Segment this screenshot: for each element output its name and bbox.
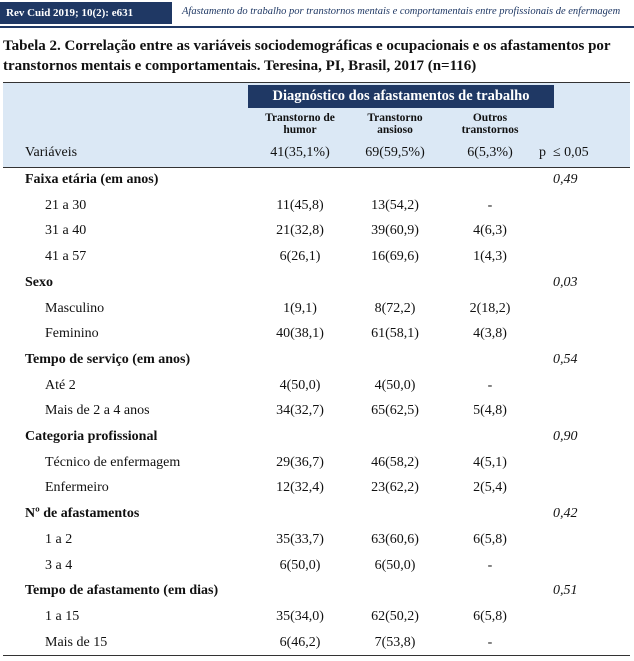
cell: 7(53,8) xyxy=(374,634,416,650)
cell: - xyxy=(487,557,493,573)
cell: - xyxy=(487,377,493,393)
row-label: Mais de 15 xyxy=(45,634,108,650)
cell: 8(72,2) xyxy=(374,300,416,316)
row-label: 31 a 40 xyxy=(45,223,87,239)
cell: 23(62,2) xyxy=(371,480,419,496)
cell: 29(36,7) xyxy=(276,454,324,470)
table-caption: Tabela 2. Correlação entre as variáveis … xyxy=(3,38,611,74)
data-row: 41 a 57 6(26,1) 16(69,6) 1(4,3) xyxy=(3,244,630,270)
data-row: 21 a 30 11(45,8) 13(54,2) - xyxy=(3,193,630,219)
cell: 13(54,2) xyxy=(371,197,419,213)
p-label: p ≤ 0,05 xyxy=(539,145,589,160)
total: 69(59,5%) xyxy=(365,145,425,160)
cell: 6(46,2) xyxy=(279,634,321,650)
cell: 34(32,7) xyxy=(276,403,324,419)
cell: 4(3,8) xyxy=(473,326,507,342)
cell: 6(5,8) xyxy=(473,608,507,624)
cell: 46(58,2) xyxy=(371,454,419,470)
row-label: Até 2 xyxy=(45,377,76,393)
cell: 16(69,6) xyxy=(371,249,419,265)
row-label: 1 a 15 xyxy=(45,608,80,624)
cell: - xyxy=(487,197,493,213)
cell: 62(50,2) xyxy=(371,608,419,624)
cell: 6(26,1) xyxy=(279,249,321,265)
cell: 4(6,3) xyxy=(473,223,507,239)
data-row: Masculino 1(9,1) 8(72,2) 2(18,2) xyxy=(3,296,630,322)
group-label: Tempo de afastamento (em dias) xyxy=(25,583,219,599)
cell: 6(5,8) xyxy=(473,531,507,547)
data-row: Mais de 2 a 4 anos 34(32,7) 65(62,5) 5(4,8) xyxy=(3,398,630,424)
cell: 2(5,4) xyxy=(473,480,507,496)
cell: 21(32,8) xyxy=(276,223,324,239)
group-label: Tempo de serviço (em anos) xyxy=(25,351,191,367)
data-row: Feminino 40(38,1) 61(58,1) 4(3,8) xyxy=(3,321,630,347)
variables-label: Variáveis xyxy=(25,145,78,160)
table-header: Diagnóstico dos afastamentos de trabalho… xyxy=(3,82,630,168)
row-label: 41 a 57 xyxy=(45,249,87,265)
data-row: Mais de 15 6(46,2) 7(53,8) - xyxy=(3,630,630,656)
row-label: Masculino xyxy=(45,300,105,316)
column-header: Outros transtornos xyxy=(461,112,519,136)
running-title: Afastamento do trabalho por transtornos … xyxy=(182,6,621,17)
cell: 61(58,1) xyxy=(371,326,419,342)
row-label: Feminino xyxy=(45,326,99,342)
cell: 6(50,0) xyxy=(374,557,416,573)
cell: 39(60,9) xyxy=(371,223,419,239)
total: 6(5,3%) xyxy=(467,145,513,160)
group-row: Faixa etária (em anos) 0,49 xyxy=(3,167,630,193)
cell: 11(45,8) xyxy=(276,197,324,213)
data-row: 1 a 15 35(34,0) 62(50,2) 6(5,8) xyxy=(3,604,630,630)
cell: 6(50,0) xyxy=(279,557,321,573)
p-value: 0,49 xyxy=(553,172,578,187)
p-value: 0,03 xyxy=(553,274,578,290)
data-row: 1 a 2 35(33,7) 63(60,6) 6(5,8) xyxy=(3,527,630,553)
p-value: 0,90 xyxy=(553,429,578,444)
journal-badge: Rev Cuid 2019; 10(2): e631 xyxy=(0,2,172,24)
row-label: Enfermeiro xyxy=(45,480,109,496)
cell: 2(18,2) xyxy=(469,300,511,316)
group-header: Diagnóstico dos afastamentos de trabalho xyxy=(248,85,554,108)
cell: 1(4,3) xyxy=(473,249,507,265)
data-row: 31 a 40 21(32,8) 39(60,9) 4(6,3) xyxy=(3,218,630,244)
cell: - xyxy=(487,634,493,650)
total: 41(35,1%) xyxy=(270,145,330,160)
column-header: Transtorno de humor xyxy=(265,112,335,136)
column-header: Transtorno ansioso xyxy=(367,112,423,136)
data-row: 3 a 4 6(50,0) 6(50,0) - xyxy=(3,553,630,579)
data-row: Até 2 4(50,0) 4(50,0) - xyxy=(3,373,630,399)
data-row: Técnico de enfermagem 29(36,7) 46(58,2) 4(5… xyxy=(3,450,630,476)
p-value: 0,51 xyxy=(553,583,578,599)
cell: 65(62,5) xyxy=(371,403,419,419)
cell: 4(5,1) xyxy=(473,454,507,470)
group-label: Nº de afastamentos xyxy=(25,506,140,522)
group-row: Categoria profissional 0,90 xyxy=(3,424,630,450)
group-label: Sexo xyxy=(25,274,53,290)
cell: 1(9,1) xyxy=(283,300,317,316)
row-label: 21 a 30 xyxy=(45,197,87,213)
row-label: Técnico de enfermagem xyxy=(45,454,181,470)
row-label: Mais de 2 a 4 anos xyxy=(45,403,150,419)
p-value: 0,54 xyxy=(553,351,578,367)
cell: 35(34,0) xyxy=(276,608,324,624)
group-row: Nº de afastamentos 0,42 xyxy=(3,501,630,527)
row-label: 1 a 2 xyxy=(45,531,73,547)
table-bottom-rule xyxy=(3,655,630,656)
cell: 4(50,0) xyxy=(279,377,321,393)
cell: 40(38,1) xyxy=(276,326,324,342)
cell: 4(50,0) xyxy=(374,377,416,393)
p-value: 0,42 xyxy=(553,506,578,522)
group-label: Faixa etária (em anos) xyxy=(25,172,159,187)
running-header: Rev Cuid 2019; 10(2): e631 Afastamento d… xyxy=(0,0,634,28)
group-row: Tempo de afastamento (em dias) 0,51 xyxy=(3,578,630,604)
cell: 12(32,4) xyxy=(276,480,324,496)
cell: 35(33,7) xyxy=(276,531,324,547)
group-row: Tempo de serviço (em anos) 0,54 xyxy=(3,347,630,373)
cell: 5(4,8) xyxy=(473,403,507,419)
group-label: Categoria profissional xyxy=(25,429,158,444)
data-row: Enfermeiro 12(32,4) 23(62,2) 2(5,4) xyxy=(3,475,630,501)
group-row: Sexo 0,03 xyxy=(3,270,630,296)
cell: 63(60,6) xyxy=(371,531,419,547)
row-label: 3 a 4 xyxy=(45,557,73,573)
